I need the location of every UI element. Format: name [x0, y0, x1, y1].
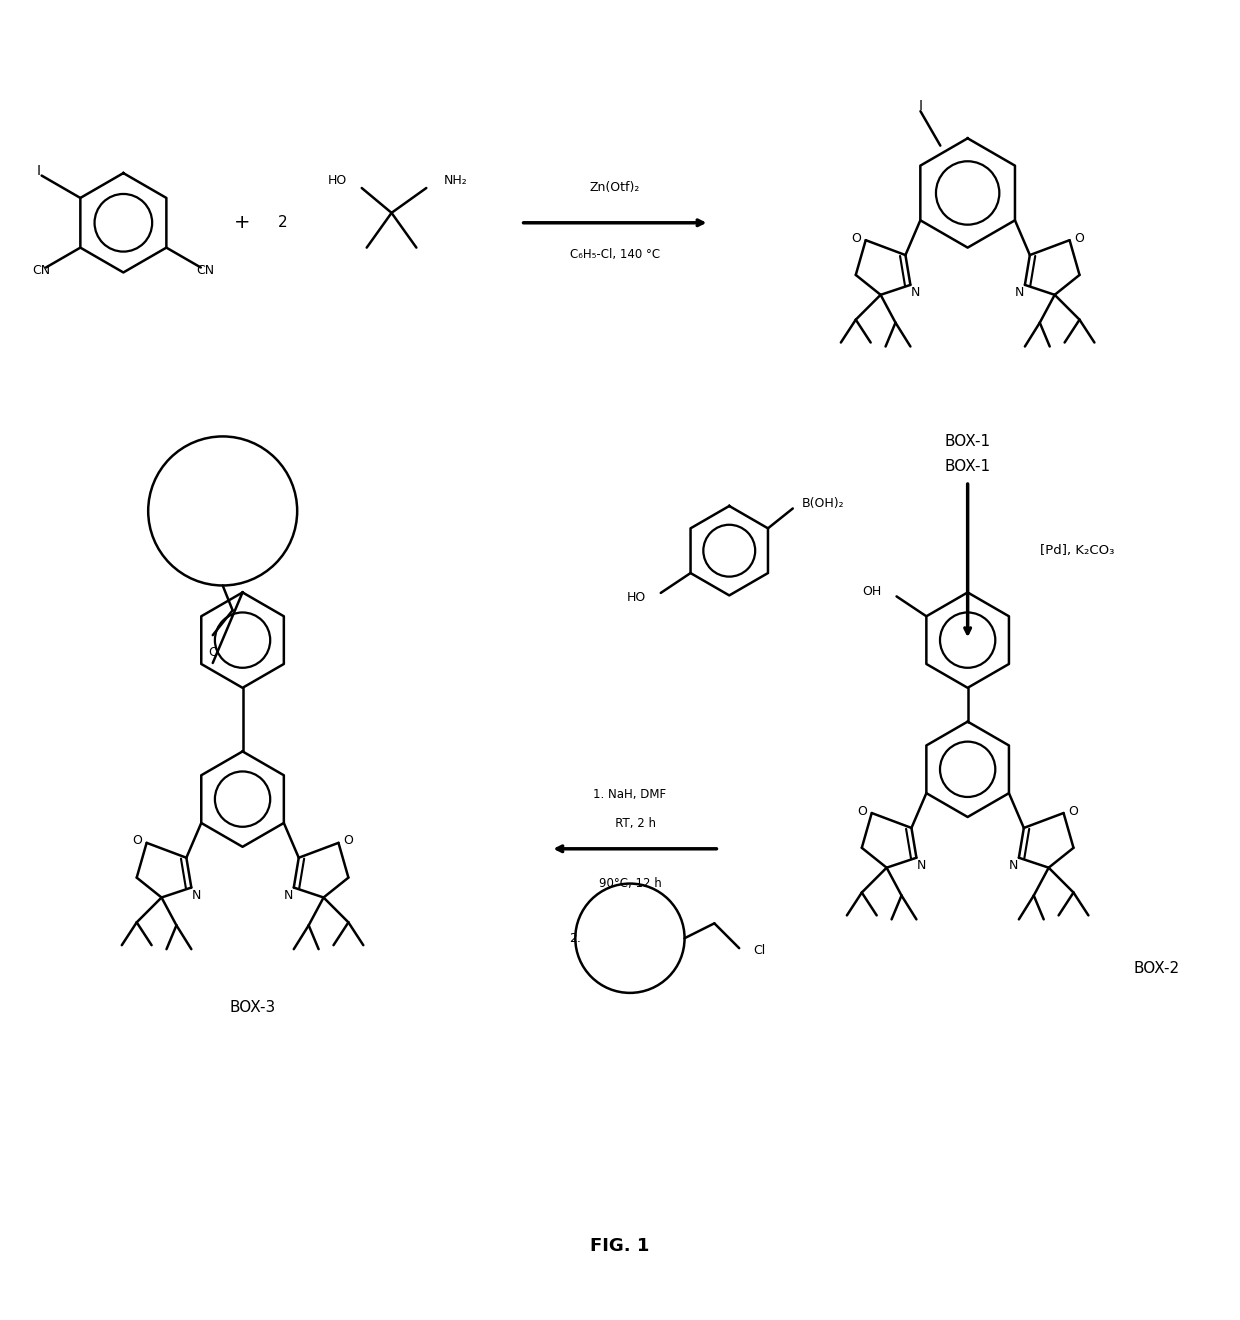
Text: O: O	[1075, 232, 1085, 244]
Text: CN: CN	[197, 264, 215, 277]
Text: CN: CN	[32, 264, 50, 277]
Text: NH₂: NH₂	[444, 173, 467, 186]
Text: N: N	[916, 859, 926, 873]
Text: O: O	[851, 232, 861, 244]
Text: B(OH)₂: B(OH)₂	[801, 498, 844, 510]
Text: I: I	[919, 99, 923, 114]
Text: Zn(Otf)₂: Zn(Otf)₂	[590, 181, 640, 194]
Text: BOX-1: BOX-1	[945, 434, 991, 449]
Text: O: O	[1069, 805, 1079, 817]
Text: HO: HO	[327, 173, 346, 186]
Text: +: +	[234, 214, 250, 232]
Text: BOX-1: BOX-1	[945, 459, 991, 474]
Text: 2: 2	[278, 215, 288, 230]
Text: 2.: 2.	[569, 932, 582, 945]
Text: N: N	[1009, 859, 1018, 873]
Text: HO: HO	[626, 591, 646, 605]
Text: FIG. 1: FIG. 1	[590, 1237, 650, 1255]
Text: BOX-2: BOX-2	[1133, 961, 1179, 975]
Text: 90°C, 12 h: 90°C, 12 h	[599, 876, 661, 890]
Text: 1. NaH, DMF: 1. NaH, DMF	[594, 788, 666, 801]
Text: RT, 2 h: RT, 2 h	[604, 817, 656, 830]
Text: OH: OH	[862, 585, 882, 598]
Text: Cl: Cl	[753, 944, 765, 957]
Text: [Pd], K₂CO₃: [Pd], K₂CO₃	[1039, 544, 1114, 557]
Text: BOX-3: BOX-3	[229, 1001, 275, 1015]
Text: O: O	[131, 834, 141, 847]
Text: N: N	[192, 888, 201, 902]
Text: O: O	[343, 834, 353, 847]
Text: C₆H₅-Cl, 140 °C: C₆H₅-Cl, 140 °C	[570, 248, 660, 261]
Text: I: I	[37, 164, 41, 178]
Text: N: N	[910, 286, 920, 300]
Text: O: O	[208, 645, 218, 659]
Text: N: N	[1016, 286, 1024, 300]
Text: N: N	[284, 888, 294, 902]
Text: O: O	[857, 805, 867, 817]
